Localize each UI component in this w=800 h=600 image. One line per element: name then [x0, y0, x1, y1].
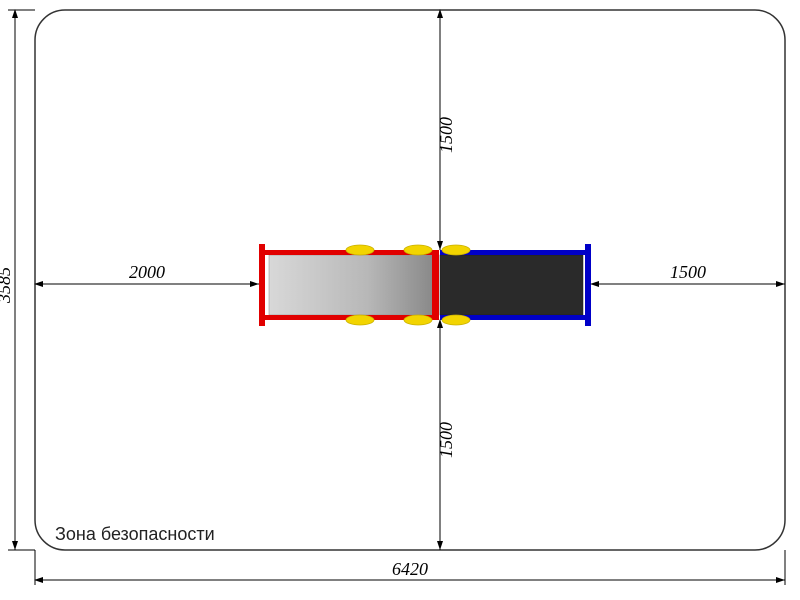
flange-red-mid-vert — [432, 250, 439, 320]
dim-bottom-clearance-text: 1500 — [436, 422, 456, 458]
flange-red-left-vert — [259, 244, 265, 326]
dim-total-width-text: 6420 — [392, 559, 428, 579]
dim-top-clearance-text: 1500 — [436, 117, 456, 153]
dim-right-clearance-text: 1500 — [670, 262, 706, 282]
dim-total-height-text: 3585 — [0, 267, 14, 304]
zone-label: Зона безопасности — [55, 524, 215, 544]
dim-left-clearance-text: 2000 — [129, 262, 165, 282]
equipment-left-body — [269, 255, 432, 315]
drawing-canvas: 6420 3585 2000 1500 1500 1500 Зона безоп… — [0, 0, 800, 600]
equipment-right-body — [440, 255, 583, 315]
flange-blue-right-vert — [585, 244, 591, 326]
technical-svg: 6420 3585 2000 1500 1500 1500 Зона безоп… — [0, 0, 800, 600]
